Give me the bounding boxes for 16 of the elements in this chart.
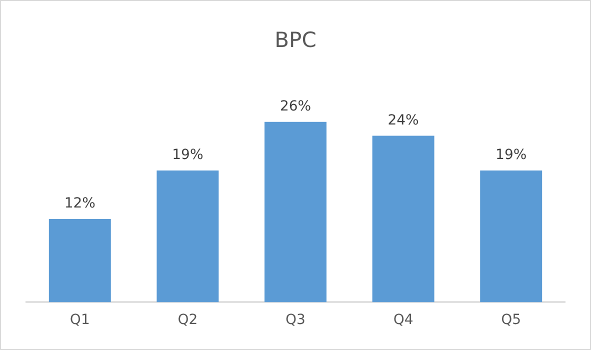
x-tick-label: Q3 [286,312,306,328]
bar [480,170,542,302]
chart-title: BPC [274,28,316,52]
data-label: 24% [388,112,419,128]
x-tick-label: Q5 [501,312,522,328]
data-label: 19% [172,147,204,164]
x-tick-label: Q1 [70,312,90,328]
x-tick-label: Q2 [178,312,198,328]
data-label: 26% [280,98,312,115]
bar [156,170,219,302]
x-tick-label: Q4 [393,312,414,328]
data-label: 12% [64,196,96,212]
bar [372,136,434,302]
bar [48,219,111,302]
bar [264,122,326,302]
data-label: 19% [496,147,527,164]
